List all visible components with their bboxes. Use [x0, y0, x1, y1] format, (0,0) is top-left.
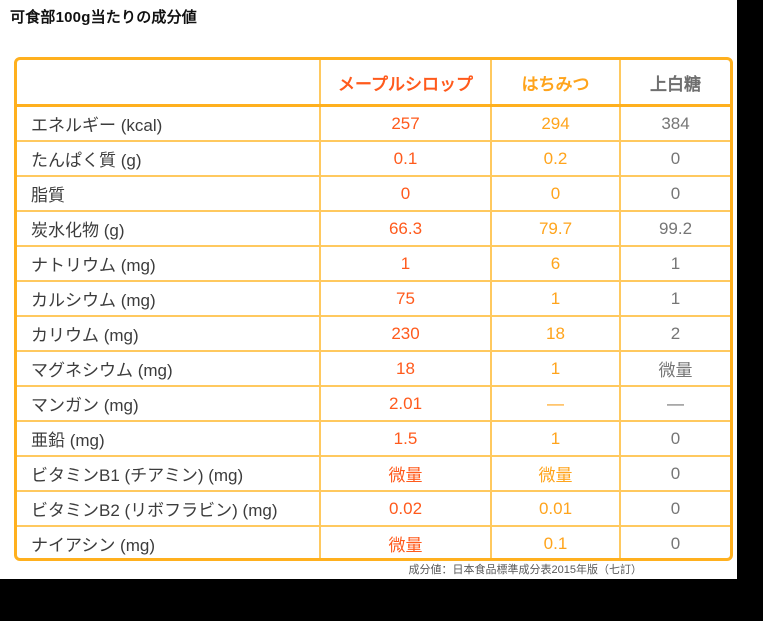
sugar-value: 0 — [619, 525, 730, 558]
table-row: カリウム (mg) 230 18 2 — [17, 315, 730, 352]
table-row: ナトリウム (mg) 1 6 1 — [17, 245, 730, 282]
sugar-value: 0 — [619, 140, 730, 177]
maple-value: 66.3 — [319, 210, 492, 247]
honey-value: 1 — [490, 420, 621, 457]
maple-value: 0 — [319, 175, 492, 212]
honey-value: 294 — [490, 104, 621, 142]
honey-value: 18 — [490, 315, 621, 352]
sugar-value: 0 — [619, 490, 730, 527]
maple-value: 2.01 — [319, 385, 492, 422]
honey-value: 1 — [490, 350, 621, 387]
table-row: たんぱく質 (g) 0.1 0.2 0 — [17, 140, 730, 177]
honey-value: 6 — [490, 245, 621, 282]
table-row: マンガン (mg) 2.01 — — — [17, 385, 730, 422]
sugar-value: 0 — [619, 455, 730, 492]
table-row: 炭水化物 (g) 66.3 79.7 99.2 — [17, 210, 730, 247]
row-label: 炭水化物 (g) — [17, 210, 321, 247]
row-label: ビタミンB2 (リボフラビン) (mg) — [17, 490, 321, 527]
maple-value: 18 — [319, 350, 492, 387]
table-row: カルシウム (mg) 75 1 1 — [17, 280, 730, 317]
table-body: エネルギー (kcal) 257 294 384 たんぱく質 (g) 0.1 0… — [17, 104, 730, 558]
table-row: ビタミンB1 (チアミン) (mg) 微量 微量 0 — [17, 455, 730, 492]
honey-value: 0.2 — [490, 140, 621, 177]
table-row: 脂質 0 0 0 — [17, 175, 730, 212]
honey-value: 微量 — [490, 455, 621, 492]
page-title: 可食部100g当たりの成分値 — [10, 9, 197, 26]
nutrition-table: メープルシロップ はちみつ 上白糖 エネルギー (kcal) 257 294 3… — [17, 60, 730, 558]
row-label: ナイアシン (mg) — [17, 525, 321, 558]
table-row: ビタミンB2 (リボフラビン) (mg) 0.02 0.01 0 — [17, 490, 730, 527]
header-white-sugar: 上白糖 — [619, 60, 730, 107]
maple-value: 0.1 — [319, 140, 492, 177]
honey-value: 79.7 — [490, 210, 621, 247]
row-label: 脂質 — [17, 175, 321, 212]
header-honey: はちみつ — [490, 60, 621, 107]
honey-value: 0 — [490, 175, 621, 212]
sugar-value: 微量 — [619, 350, 730, 387]
maple-value: 75 — [319, 280, 492, 317]
maple-value: 0.02 — [319, 490, 492, 527]
sugar-value: 99.2 — [619, 210, 730, 247]
sugar-value: 384 — [619, 104, 730, 142]
row-label: カリウム (mg) — [17, 315, 321, 352]
sugar-value: 1 — [619, 280, 730, 317]
maple-value: 1 — [319, 245, 492, 282]
honey-value: 0.01 — [490, 490, 621, 527]
content-card: 可食部100g当たりの成分値 メープルシロップ はちみつ 上白糖 エネルギー (… — [0, 0, 737, 579]
table-header: メープルシロップ はちみつ 上白糖 — [17, 60, 730, 107]
maple-value: 257 — [319, 104, 492, 142]
honey-value: 0.1 — [490, 525, 621, 558]
source-note: 成分値：日本食品標準成分表2015年版（七訂） — [408, 564, 642, 576]
sugar-value: 0 — [619, 175, 730, 212]
maple-value: 1.5 — [319, 420, 492, 457]
sugar-value: — — [619, 385, 730, 422]
honey-value: — — [490, 385, 621, 422]
sugar-value: 2 — [619, 315, 730, 352]
nutrition-table-frame: メープルシロップ はちみつ 上白糖 エネルギー (kcal) 257 294 3… — [14, 57, 733, 561]
maple-value: 微量 — [319, 455, 492, 492]
table-row: マグネシウム (mg) 18 1 微量 — [17, 350, 730, 387]
row-label: マグネシウム (mg) — [17, 350, 321, 387]
maple-value: 230 — [319, 315, 492, 352]
row-label: カルシウム (mg) — [17, 280, 321, 317]
row-label: 亜鉛 (mg) — [17, 420, 321, 457]
row-label: エネルギー (kcal) — [17, 104, 321, 142]
header-empty-cell — [17, 60, 321, 107]
table-row: エネルギー (kcal) 257 294 384 — [17, 104, 730, 142]
sugar-value: 1 — [619, 245, 730, 282]
header-row: メープルシロップ はちみつ 上白糖 — [17, 60, 730, 107]
row-label: たんぱく質 (g) — [17, 140, 321, 177]
table-row: ナイアシン (mg) 微量 0.1 0 — [17, 525, 730, 558]
maple-value: 微量 — [319, 525, 492, 558]
row-label: ナトリウム (mg) — [17, 245, 321, 282]
honey-value: 1 — [490, 280, 621, 317]
sugar-value: 0 — [619, 420, 730, 457]
row-label: マンガン (mg) — [17, 385, 321, 422]
table-row: 亜鉛 (mg) 1.5 1 0 — [17, 420, 730, 457]
row-label: ビタミンB1 (チアミン) (mg) — [17, 455, 321, 492]
header-maple-syrup: メープルシロップ — [319, 60, 492, 107]
